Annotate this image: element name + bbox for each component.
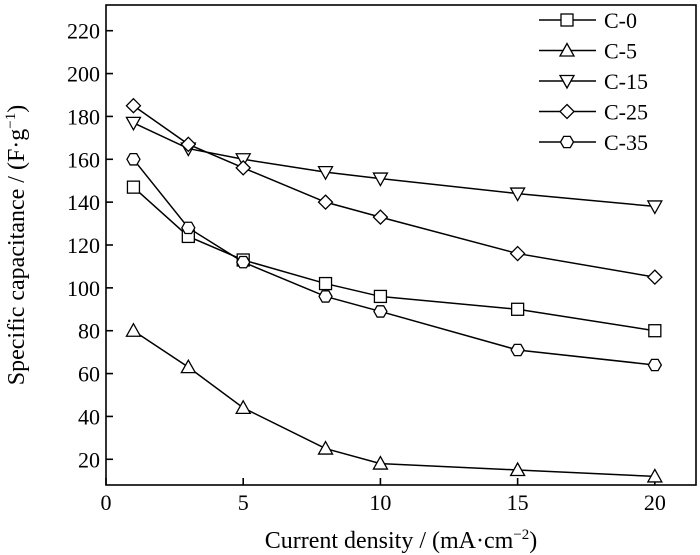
legend-marker (558, 42, 576, 57)
y-tick-label: 20 (78, 447, 100, 472)
y-tick-label: 60 (78, 362, 100, 387)
y-axis-label-superscript: −1 (3, 113, 19, 129)
legend-marker (558, 74, 576, 90)
data-point (372, 172, 389, 187)
data-point (318, 290, 333, 303)
legend-label: C-25 (604, 100, 648, 125)
x-tick-label: 5 (238, 490, 249, 515)
data-point (317, 165, 334, 181)
data-point (646, 269, 663, 286)
y-tick-label: 100 (67, 276, 100, 301)
y-tick-label: 80 (78, 319, 100, 344)
x-axis-label-superscript: −2 (513, 527, 529, 543)
data-point (126, 180, 141, 194)
data-point (318, 276, 333, 291)
data-point (509, 461, 526, 477)
legend-item: C-35 (539, 130, 648, 155)
legend-label: C-35 (604, 130, 648, 155)
y-axis-label: Specific capacitance / (F·g−1) (3, 105, 30, 386)
axis-ticks: 0 5 10 15 20 20 40 60 80 100 120 140 160 180 200 220 (67, 19, 666, 515)
y-tick-label: 180 (67, 104, 100, 129)
data-point (372, 455, 389, 470)
data-point (372, 209, 389, 226)
y-tick-label: 40 (78, 404, 100, 429)
legend-marker (559, 135, 575, 149)
data-point (646, 468, 663, 483)
data-point (317, 194, 334, 211)
data-point (509, 245, 526, 262)
x-axis-label-close: ) (529, 528, 537, 554)
legend-marker (559, 103, 575, 120)
series-c-15 (125, 116, 663, 215)
data-point (510, 343, 525, 357)
legend-label: C-0 (604, 8, 637, 33)
x-axis-label: Current density / (mA·cm−2) (265, 527, 538, 554)
data-point (181, 221, 196, 235)
data-point (373, 305, 388, 318)
y-tick-label: 160 (67, 147, 100, 172)
series-c-25 (125, 97, 663, 286)
data-point (125, 116, 142, 132)
data-point (126, 153, 141, 166)
legend-label: C-15 (604, 69, 648, 94)
data-point (180, 358, 197, 374)
y-tick-label: 220 (67, 19, 100, 44)
data-point (647, 358, 663, 372)
data-point (125, 322, 142, 337)
legend: C-0 C-5 C-15 C-25 C-35 (539, 8, 648, 155)
series-line (132, 186, 655, 332)
series-line (133, 330, 655, 478)
y-tick-label: 140 (67, 190, 100, 215)
data-point (317, 440, 334, 455)
data-point (235, 399, 252, 415)
legend-label: C-5 (604, 39, 637, 64)
data-point (235, 159, 252, 176)
series-c-35 (126, 153, 663, 372)
legend-item: C-0 (539, 8, 637, 33)
data-point (646, 200, 663, 215)
data-point (648, 324, 662, 338)
series-group (125, 97, 663, 483)
y-tick-label: 120 (67, 233, 100, 258)
series-c-5 (125, 322, 663, 483)
series-line (133, 105, 655, 278)
x-tick-label: 15 (507, 490, 529, 515)
series-c-0 (126, 180, 662, 338)
y-tick-label: 200 (67, 62, 100, 87)
data-point (180, 136, 197, 153)
legend-item: C-5 (539, 39, 637, 64)
series-line (133, 122, 655, 208)
x-tick-label: 0 (101, 490, 112, 515)
legend-item: C-15 (539, 69, 648, 94)
legend-item: C-25 (539, 100, 648, 125)
data-point (235, 255, 251, 269)
data-point (125, 97, 142, 114)
y-axis-label-close: ) (4, 105, 30, 113)
x-tick-label: 20 (644, 490, 666, 515)
data-point (510, 302, 525, 316)
data-point (373, 289, 388, 304)
series-line (132, 158, 655, 366)
x-tick-label: 10 (369, 490, 391, 515)
legend-marker (560, 13, 574, 27)
data-point (509, 187, 526, 202)
